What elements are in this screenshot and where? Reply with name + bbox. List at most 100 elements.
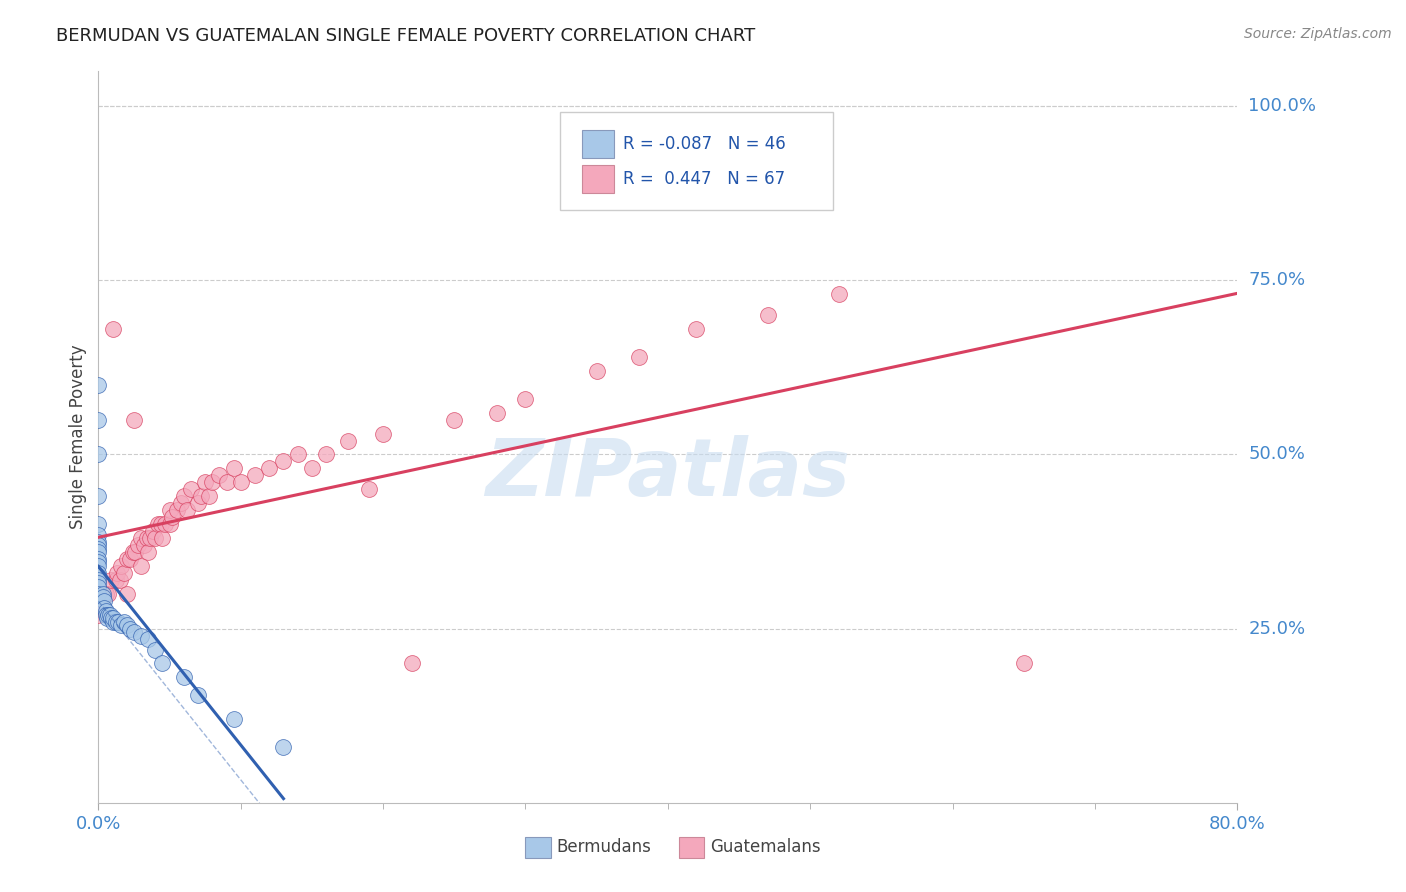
Point <box>87 517 110 532</box>
Point <box>152 657 174 671</box>
Point <box>87 412 110 426</box>
Point <box>124 545 146 559</box>
Point <box>87 377 110 392</box>
Text: R =  0.447   N = 67: R = 0.447 N = 67 <box>623 169 786 188</box>
Point <box>118 552 141 566</box>
Point <box>222 461 245 475</box>
Point <box>585 364 607 378</box>
Point <box>115 618 138 632</box>
Point <box>87 552 110 566</box>
Point <box>91 591 114 605</box>
Point <box>112 615 135 629</box>
Point <box>121 545 143 559</box>
Point <box>222 712 245 726</box>
Point <box>87 558 110 573</box>
Point <box>155 517 177 532</box>
Point <box>87 545 110 559</box>
Point <box>136 545 159 559</box>
Point <box>110 618 132 632</box>
Point <box>94 607 117 622</box>
Point <box>166 503 188 517</box>
Point <box>756 308 779 322</box>
Text: Bermudans: Bermudans <box>557 838 651 856</box>
Point <box>486 406 509 420</box>
Point <box>336 434 359 448</box>
Point <box>357 483 380 497</box>
FancyBboxPatch shape <box>582 130 614 158</box>
Point <box>87 576 110 591</box>
Point <box>685 322 707 336</box>
Point <box>190 489 212 503</box>
Point <box>145 531 167 545</box>
Point <box>198 489 221 503</box>
Point <box>828 287 851 301</box>
Text: Guatemalans: Guatemalans <box>710 838 821 856</box>
Point <box>87 448 110 462</box>
Point <box>94 604 117 618</box>
Point <box>287 448 309 462</box>
Point <box>107 615 129 629</box>
Point <box>91 600 114 615</box>
Point <box>98 607 121 622</box>
Point <box>129 558 152 573</box>
Point <box>104 615 127 629</box>
Point <box>443 412 465 426</box>
Point <box>273 740 295 755</box>
Point <box>194 475 217 490</box>
Text: Source: ZipAtlas.com: Source: ZipAtlas.com <box>1244 27 1392 41</box>
Point <box>97 587 120 601</box>
Point <box>141 524 163 538</box>
Point <box>112 566 135 580</box>
FancyBboxPatch shape <box>582 165 614 193</box>
FancyBboxPatch shape <box>526 838 551 858</box>
FancyBboxPatch shape <box>560 112 832 211</box>
Point <box>87 573 110 587</box>
Point <box>96 611 118 625</box>
Point <box>145 642 167 657</box>
Point <box>148 517 170 532</box>
Point <box>187 496 209 510</box>
Point <box>315 448 337 462</box>
Point <box>122 625 145 640</box>
Point <box>93 594 115 608</box>
Point <box>150 517 173 532</box>
Point <box>401 657 423 671</box>
Point <box>273 454 295 468</box>
Point <box>229 475 252 490</box>
Point <box>101 611 124 625</box>
Point <box>243 468 266 483</box>
Point <box>132 538 155 552</box>
Point <box>93 600 115 615</box>
Point <box>104 573 127 587</box>
Point <box>628 350 651 364</box>
Point <box>127 538 149 552</box>
Point <box>94 587 117 601</box>
Point <box>173 670 195 684</box>
Point <box>87 587 110 601</box>
Point <box>87 566 110 580</box>
Point <box>87 541 110 556</box>
Point <box>373 426 395 441</box>
Point <box>215 475 238 490</box>
Point <box>208 468 231 483</box>
Text: BERMUDAN VS GUATEMALAN SINGLE FEMALE POVERTY CORRELATION CHART: BERMUDAN VS GUATEMALAN SINGLE FEMALE POV… <box>56 27 755 45</box>
Text: ZIPatlas: ZIPatlas <box>485 434 851 513</box>
Point <box>105 566 128 580</box>
Point <box>87 489 110 503</box>
Point <box>100 573 122 587</box>
Text: 25.0%: 25.0% <box>1249 620 1306 638</box>
Point <box>159 503 181 517</box>
Text: 75.0%: 75.0% <box>1249 271 1306 289</box>
Point <box>87 607 110 622</box>
Point <box>515 392 537 406</box>
Text: 50.0%: 50.0% <box>1249 445 1305 464</box>
Point <box>100 611 122 625</box>
Point <box>118 622 141 636</box>
Point <box>87 569 110 583</box>
Point <box>135 531 157 545</box>
Point <box>91 587 114 601</box>
FancyBboxPatch shape <box>679 838 704 858</box>
Point <box>87 587 110 601</box>
Point <box>101 615 124 629</box>
Point <box>259 461 281 475</box>
